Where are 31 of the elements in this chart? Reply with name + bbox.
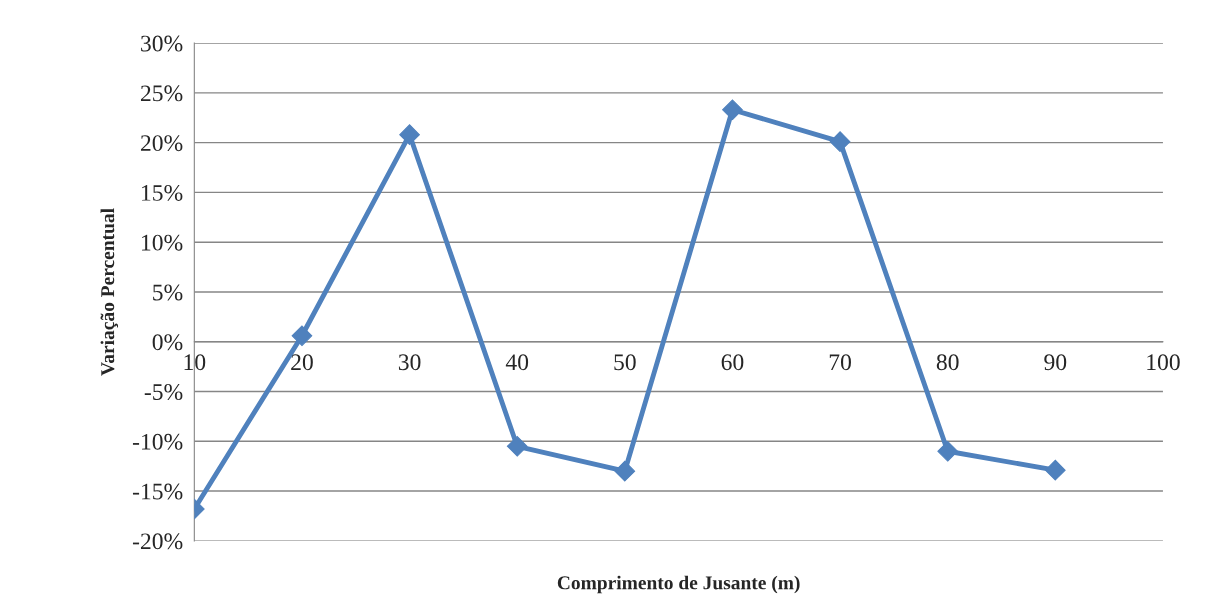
- x-axis-title: Comprimento de Jusante (m): [557, 575, 800, 594]
- point: [506, 435, 528, 457]
- y-tick-label: -15%: [132, 483, 183, 500]
- point: [1044, 459, 1066, 481]
- y-axis-title: Variação Percentual: [100, 208, 119, 376]
- x-tick-label: 10: [184, 354, 206, 371]
- y-tick-label: 10%: [142, 234, 183, 251]
- point: [291, 325, 313, 347]
- point: [937, 440, 959, 462]
- y-tick-label: -20%: [132, 533, 183, 550]
- y-tick-label: 25%: [140, 85, 183, 102]
- x-tick-label: 30: [398, 354, 421, 371]
- y-tick-label: 30%: [141, 35, 183, 52]
- point: [614, 460, 636, 482]
- x-tick-label: 20: [291, 354, 313, 371]
- y-tick-label: 20%: [140, 135, 183, 152]
- point: [829, 131, 851, 152]
- point: [399, 124, 420, 146]
- point: [722, 99, 743, 121]
- x-tick-label: 70: [829, 354, 851, 371]
- x-tick-label: 90: [1044, 354, 1067, 371]
- x-tick-label: 40: [505, 354, 529, 371]
- y-tick-label: 5%: [153, 284, 183, 301]
- y-tick-label: 0%: [152, 334, 183, 351]
- x-tick-label: 50: [614, 354, 636, 371]
- x-tick-label: 100: [1147, 354, 1180, 371]
- x-tick-label: 80: [936, 354, 959, 371]
- y-tick-label: -5%: [144, 384, 183, 401]
- x-tick-label: 60: [721, 354, 744, 371]
- y-tick-label: -10%: [132, 433, 183, 450]
- y-tick-label: 15%: [142, 184, 183, 201]
